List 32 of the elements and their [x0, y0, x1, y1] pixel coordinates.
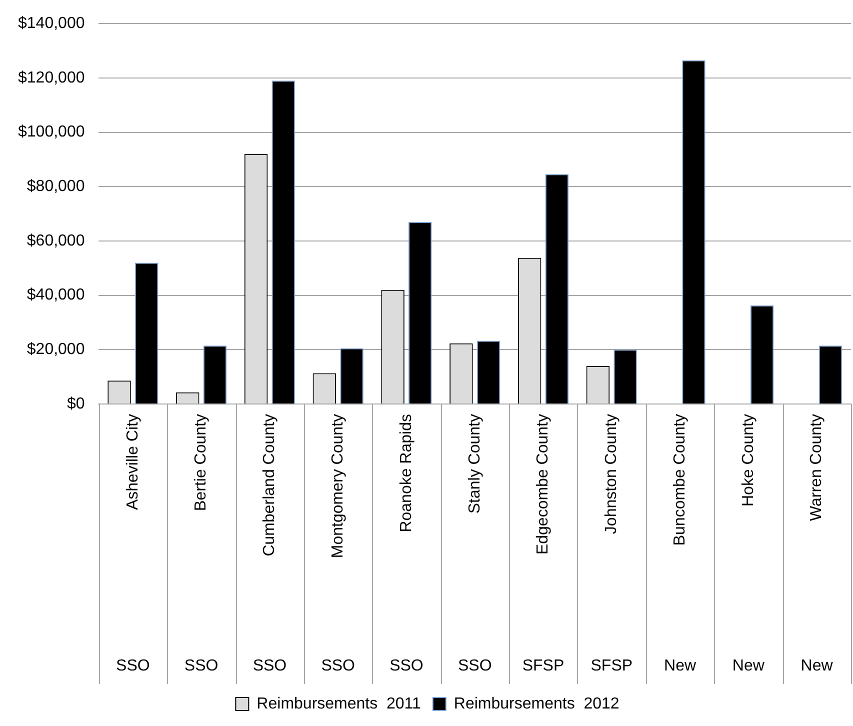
- y-tick-label: $60,000: [26, 232, 85, 250]
- x-tick-label: Roanoke Rapids: [398, 414, 415, 532]
- y-tick-label: $40,000: [26, 286, 85, 304]
- y-tick-label: $100,000: [18, 124, 85, 141]
- text: New: [732, 657, 765, 674]
- x-tick-label: Bertie County: [192, 414, 210, 511]
- legend-label: Reimbursements 2012: [454, 695, 620, 712]
- x-tick-label: Montgomery County: [330, 414, 346, 558]
- y-tick-label: $80,000: [26, 178, 85, 196]
- x-tick-label: Asheville City: [124, 414, 142, 510]
- y-tick-label: $120,000: [18, 69, 85, 86]
- text: SSO: [116, 657, 150, 674]
- text: SSO: [390, 657, 424, 674]
- text: SSO: [458, 657, 492, 674]
- text: SFSP: [522, 657, 564, 674]
- x-tick-label: Edgecombe County: [534, 414, 552, 555]
- x-tick-label: Johnston County: [603, 414, 620, 534]
- x-tick-label: Hoke County: [740, 414, 757, 506]
- x-tick-label: Buncombe County: [671, 414, 688, 546]
- y-tick-label: $20,000: [26, 341, 85, 358]
- x-tick-label: Stanly County: [466, 414, 484, 514]
- text: New: [800, 657, 834, 674]
- x-tick-label: Warren County: [808, 414, 826, 521]
- legend-label: Reimbursements 2011: [256, 695, 422, 712]
- y-tick-label: $0: [66, 395, 85, 412]
- text: New: [664, 657, 696, 674]
- text: SFSP: [590, 657, 633, 674]
- text: SSO: [252, 657, 287, 674]
- x-tick-label: Cumberland County: [261, 414, 278, 556]
- text: SSO: [184, 657, 218, 674]
- text: SSO: [321, 657, 355, 674]
- y-tick-label: $140,000: [18, 15, 85, 32]
